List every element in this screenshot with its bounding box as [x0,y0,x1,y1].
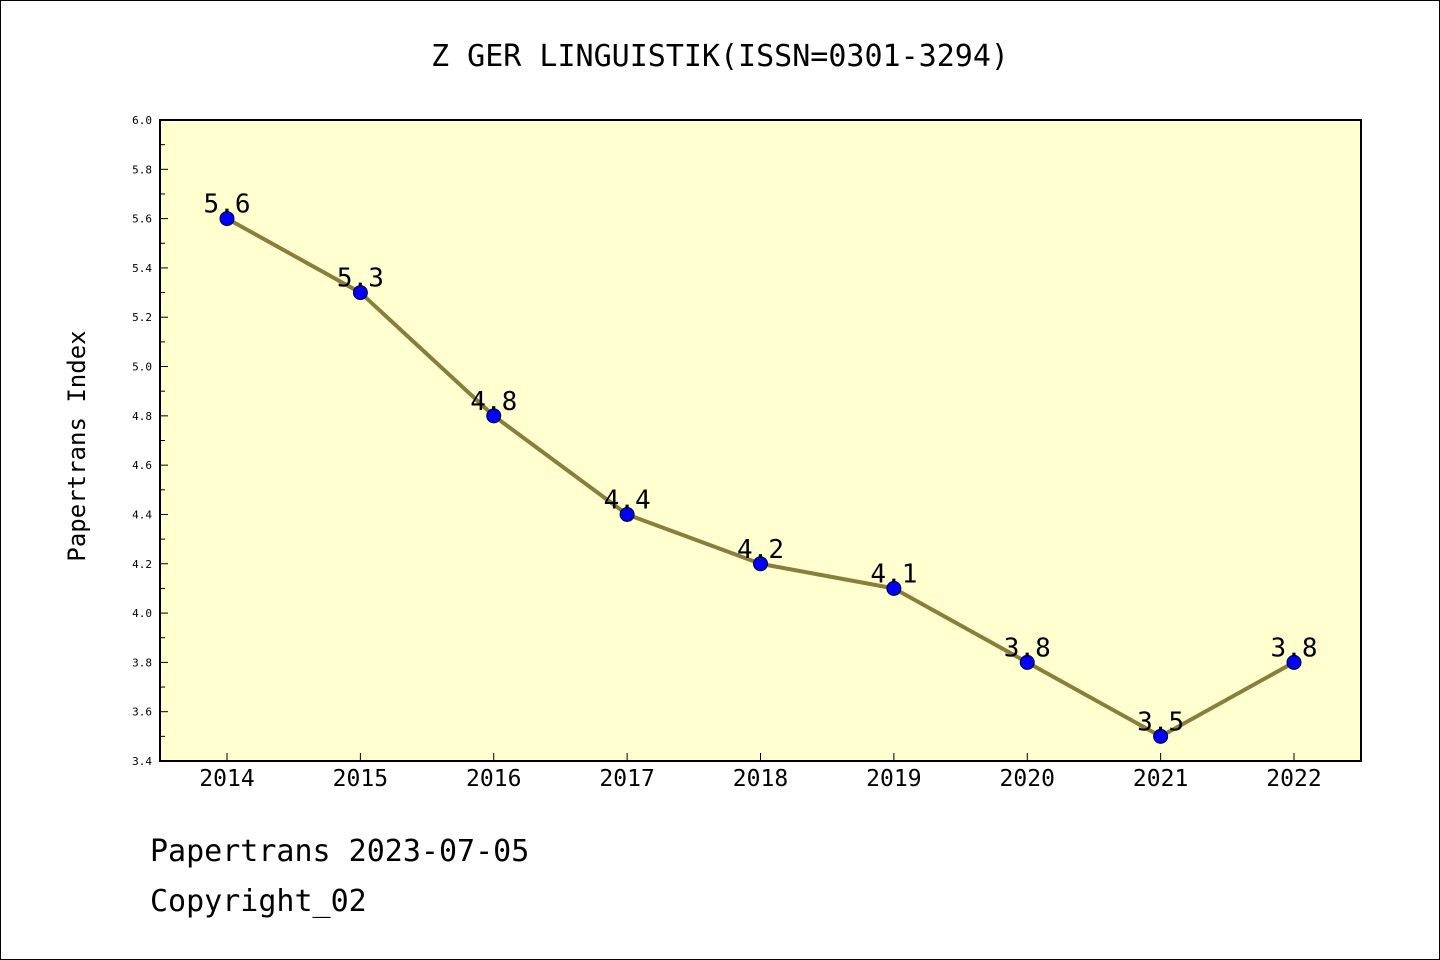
x-axis: 2014 2015 2016 2017 2018 2019 2020 2021 2022 [199,753,1322,792]
data-label: 3.8 [1271,633,1318,663]
x-tick-label: 2015 [333,766,388,792]
data-point [352,285,368,301]
data-point [619,506,635,522]
y-tick-label: 5.6 [132,213,152,226]
x-tick-label: 2020 [1000,766,1055,792]
x-tick-label: 2022 [1266,766,1321,792]
x-tick-label: 2016 [466,766,521,792]
data-point [219,211,235,227]
y-tick-label: 3.6 [132,706,152,719]
data-point [1019,654,1035,670]
data-label: 4.1 [870,559,917,589]
y-axis: 3.4 3.6 3.8 4.0 4.2 4.4 4.6 4.8 5.0 5.2 5.4 5.6 5.8 6… [132,114,168,768]
y-tick-label: 4.6 [132,459,152,472]
y-tick-label: 5.0 [132,361,152,374]
y-tick-label: 5.8 [132,163,152,176]
data-label: 4.8 [470,387,517,417]
y-tick-label: 4.4 [132,508,152,521]
data-point [1286,654,1302,670]
x-tick-label: 2018 [733,766,788,792]
data-point [486,408,502,424]
x-tick-label: 2019 [866,766,921,792]
x-tick-label: 2017 [599,766,654,792]
y-tick-label: 4.0 [132,607,152,620]
data-label: 3.8 [1004,633,1051,663]
x-tick-label: 2014 [199,766,254,792]
data-label: 5.3 [337,264,384,294]
plot-area [160,120,1361,761]
series-layer: 5.6 5.3 4.8 4.4 4.2 4.1 3.8 3.5 3.8 [204,190,1318,744]
y-tick-label: 4.2 [132,558,152,571]
data-label: 4.2 [737,535,784,565]
data-label: 4.4 [604,485,651,515]
y-axis-title: Papertrans Index [63,330,91,561]
y-tick-label: 4.8 [132,410,152,423]
footer-copyright: Copyright_02 [150,884,367,919]
y-tick-label: 3.4 [132,755,152,768]
y-tick-label: 5.2 [132,311,152,324]
plot-border [159,119,1362,762]
data-point [753,556,768,572]
data-label: 5.6 [204,190,251,220]
footer-date: Papertrans 2023-07-05 [150,834,530,869]
data-point [1153,728,1169,744]
data-point [886,580,902,596]
y-tick-label: 3.8 [132,656,152,669]
data-label: 3.5 [1137,707,1184,737]
x-tick-label: 2021 [1133,766,1188,792]
y-tick-label: 5.4 [132,262,152,275]
y-tick-label: 6.0 [132,114,152,127]
chart-title: Z GER LINGUISTIK(ISSN=0301-3294) [431,39,1009,74]
